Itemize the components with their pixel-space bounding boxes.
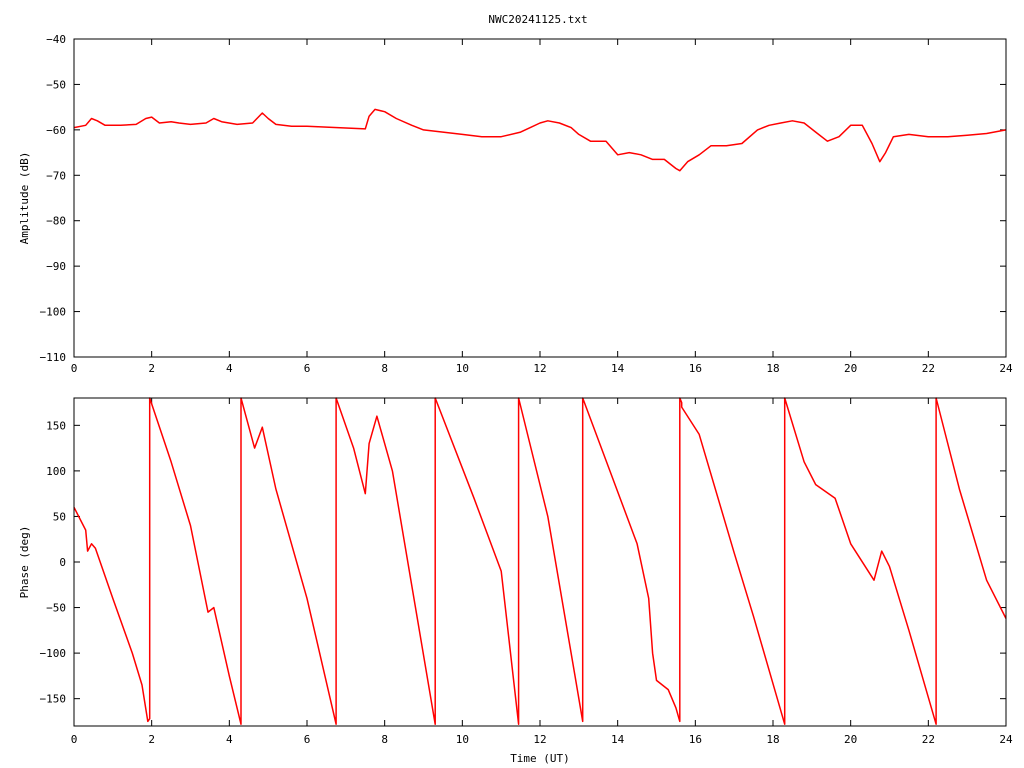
phase-plot-frame <box>73 397 1007 727</box>
phase-x-tick-label: 2 <box>148 733 155 746</box>
phase-x-tick-label: 8 <box>381 733 388 746</box>
amplitude-series-line <box>73 108 1007 172</box>
amplitude-y-tick-labels: −40 −50 −60 −70 −80 −90 −100 −110 <box>40 33 67 364</box>
phase-series-line <box>73 397 1007 725</box>
amplitude-x-tick-label: 22 <box>922 362 935 375</box>
amplitude-y-tick-label: −110 <box>40 351 67 364</box>
amplitude-x-tick-label: 4 <box>226 362 233 375</box>
amplitude-y-tick-label: −50 <box>46 78 66 91</box>
phase-y-tick-label: 50 <box>53 510 66 523</box>
phase-y-tick-label: 0 <box>59 556 66 569</box>
phase-y-tick-label: 150 <box>46 419 66 432</box>
phase-y-tick-labels: 150 100 50 0 −50 −100 −150 <box>40 419 67 705</box>
phase-y-tick-label: −50 <box>46 602 66 615</box>
amplitude-x-tick-label: 24 <box>999 362 1013 375</box>
phase-x-tick-label: 24 <box>999 733 1013 746</box>
chart-title: NWC20241125.txt <box>488 13 587 26</box>
amplitude-x-tick-label: 0 <box>71 362 78 375</box>
amplitude-y-tick-label: −90 <box>46 260 66 273</box>
phase-y-axis-label: Phase (deg) <box>18 526 31 599</box>
phase-x-tick-labels: 0 2 4 6 8 10 12 14 16 18 20 22 24 <box>71 733 1013 746</box>
phase-x-tick-label: 10 <box>456 733 469 746</box>
phase-x-tick-label: 4 <box>226 733 233 746</box>
amplitude-y-tick-label: −80 <box>46 215 66 228</box>
phase-y-tick-label: −150 <box>40 693 67 706</box>
phase-y-tick-label: 100 <box>46 465 66 478</box>
phase-x-tick-label: 6 <box>304 733 311 746</box>
amplitude-y-axis-label: Amplitude (dB) <box>18 152 31 245</box>
phase-x-tick-label: 18 <box>766 733 779 746</box>
phase-x-tick-label: 14 <box>611 733 625 746</box>
phase-x-tick-label: 0 <box>71 733 78 746</box>
phase-x-tick-label: 20 <box>844 733 857 746</box>
phase-ticks <box>73 398 1007 726</box>
phase-x-tick-label: 22 <box>922 733 935 746</box>
phase-x-tick-label: 16 <box>689 733 702 746</box>
amplitude-x-tick-label: 12 <box>533 362 546 375</box>
amplitude-panel: −40−50−60−70−80−90−100−110 0 2 4 6 8 10 12 14 16… <box>18 33 1013 375</box>
amplitude-x-tick-label: 6 <box>304 362 311 375</box>
amplitude-x-tick-label: 10 <box>456 362 469 375</box>
amplitude-y-tick-label: −60 <box>46 124 66 137</box>
amplitude-x-tick-label: 14 <box>611 362 625 375</box>
amplitude-y-tick-label: −100 <box>40 306 67 319</box>
amplitude-x-tick-label: 18 <box>766 362 779 375</box>
amplitude-x-tick-label: 16 <box>689 362 702 375</box>
phase-x-tick-label: 12 <box>533 733 546 746</box>
amplitude-y-tick-label: −40 <box>46 33 66 46</box>
amplitude-x-tick-label: 20 <box>844 362 857 375</box>
phase-y-tick-label: −100 <box>40 647 67 660</box>
amplitude-x-tick-label: 2 <box>148 362 155 375</box>
amplitude-x-tick-labels: 0 2 4 6 8 10 12 14 16 18 20 22 24 <box>71 362 1013 375</box>
amplitude-y-tick-label: −70 <box>46 169 66 182</box>
amplitude-ticks <box>73 38 1007 358</box>
amplitude-plot-frame <box>73 38 1007 358</box>
phase-x-axis-label: Time (UT) <box>510 752 570 765</box>
amplitude-x-tick-label: 8 <box>381 362 388 375</box>
